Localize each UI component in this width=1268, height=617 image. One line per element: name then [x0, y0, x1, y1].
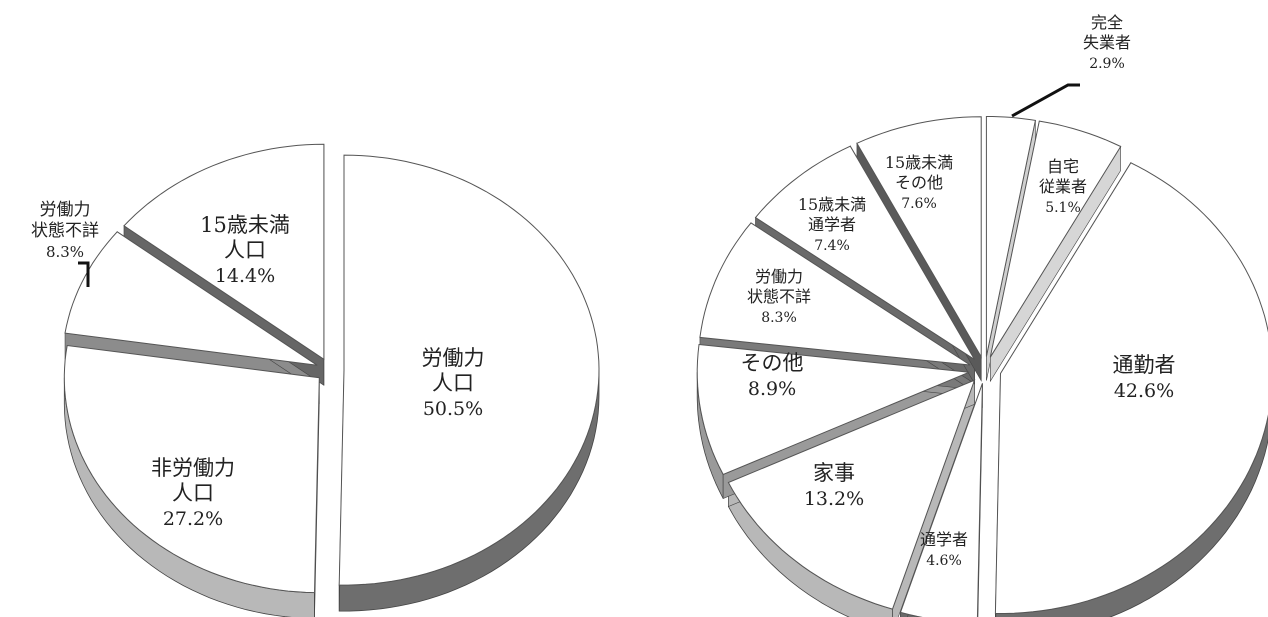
slice-label-home_worker: 従業者	[1039, 177, 1087, 196]
pie-slice-commuter	[994, 162, 1268, 615]
slice-label-nonlabor: 非労働力	[151, 456, 235, 480]
pie-slice-nonlabor	[63, 344, 320, 594]
pie-slice-labor	[338, 154, 600, 586]
slice-label-unknown: 労働力	[40, 200, 91, 220]
slice-label-nonlabor: 人口	[172, 481, 214, 505]
slice-label-commuter: 通勤者	[1113, 353, 1176, 377]
pie-slice-unemployed	[985, 116, 1036, 357]
leader-line-unemployed	[1011, 83, 1080, 118]
pie-slice-unknown	[699, 222, 971, 366]
slice-label-under15: 15歳未満	[200, 213, 290, 237]
slice-value-home_worker: 5.1%	[1045, 200, 1081, 216]
slice-value-under15_other: 7.6%	[901, 196, 937, 212]
pie-slice-other	[696, 343, 970, 476]
slice-value-housework: 13.2%	[804, 488, 864, 510]
slice-label-labor: 人口	[432, 371, 474, 395]
slice-value-student: 4.6%	[926, 553, 962, 569]
pie-slice-under15_other	[856, 116, 982, 359]
slice-value-under15: 14.4%	[215, 265, 275, 287]
slice-label-labor: 労働力	[422, 346, 485, 370]
slice-value-unknown: 8.3%	[46, 243, 84, 261]
pie-slice-under15	[123, 143, 325, 361]
slice-label-other: その他	[741, 351, 804, 375]
slice-value-commuter: 42.6%	[1114, 380, 1174, 402]
slice-value-labor: 50.5%	[423, 398, 483, 420]
slice-label-under15_other: 15歳未満	[885, 153, 953, 172]
slice-label-housework: 家事	[813, 461, 855, 485]
slice-label-unknown: 労働力	[755, 267, 803, 286]
pie-slice-home_worker	[989, 120, 1122, 358]
pie-slice-under15_student	[754, 145, 976, 361]
slice-value-unknown: 8.3%	[761, 310, 797, 326]
slice-label-unemployed: 失業者	[1083, 33, 1131, 52]
slice-label-under15_student: 通学者	[808, 215, 856, 234]
pie-slice-student	[899, 383, 983, 617]
slice-label-under15_other: その他	[895, 173, 943, 192]
slice-label-unknown: 状態不詳	[31, 221, 99, 241]
slice-label-unknown: 状態不詳	[747, 287, 811, 306]
slice-label-unemployed: 完全	[1091, 13, 1123, 32]
slice-value-nonlabor: 27.2%	[163, 508, 223, 530]
slice-value-unemployed: 2.9%	[1089, 56, 1125, 72]
slice-value-other: 8.9%	[748, 378, 796, 400]
slice-label-under15: 人口	[224, 238, 266, 262]
slice-label-student: 通学者	[920, 530, 968, 549]
pie-slice-housework	[727, 379, 976, 610]
slice-value-under15_student: 7.4%	[814, 238, 850, 254]
pie-chart-1: 労働力人口50.5%非労働力人口27.2%労働力状態不詳8.3%15歳未満人口1…	[31, 143, 600, 617]
slice-label-under15_student: 15歳未満	[798, 195, 866, 214]
pie-slice-unknown	[64, 231, 318, 366]
leader-line-unknown	[78, 261, 90, 287]
slice-label-home_worker: 自宅	[1047, 157, 1079, 176]
